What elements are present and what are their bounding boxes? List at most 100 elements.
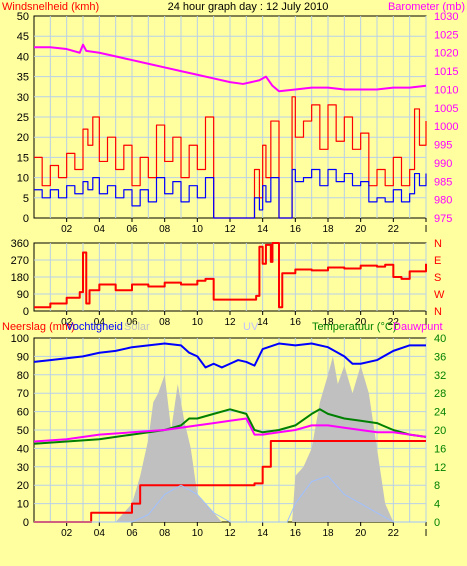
y-tick-label-right: 0 xyxy=(434,517,440,529)
y-tick-label-right: S xyxy=(434,272,441,284)
y-tick-label-left: 80 xyxy=(17,370,29,382)
series-line-barometer-mb- xyxy=(34,43,427,93)
y-tick-label-left: 20 xyxy=(17,480,29,492)
y-tick-label-left: 15 xyxy=(17,152,29,164)
x-tick-label: 16 xyxy=(290,528,302,539)
y-tick-label-left: 30 xyxy=(17,462,29,474)
y-tick-label-left: 100 xyxy=(11,333,29,345)
x-tick-label: 20 xyxy=(355,528,367,539)
x-tick-label: 02 xyxy=(61,528,73,539)
x-tick-label: 08 xyxy=(159,528,171,539)
y-tick-label-right: N xyxy=(434,238,442,250)
x-tick-label: 18 xyxy=(322,528,334,539)
y-tick-label-left: 10 xyxy=(17,499,29,511)
y-tick-label-left: 45 xyxy=(17,31,29,43)
y-tick-label-right: 1025 xyxy=(434,29,458,41)
y-axis-label-right-1: Temperatuur (°C) xyxy=(312,321,396,333)
x-tick-label: 22 xyxy=(388,224,400,235)
y-tick-label-left: 0 xyxy=(23,306,29,318)
chart-title: 24 hour graph day : 12 July 2010 xyxy=(168,1,329,13)
y-tick-label-right: E xyxy=(434,255,441,267)
y-tick-label-left: 360 xyxy=(11,238,29,250)
y-tick-label-left: 50 xyxy=(17,425,29,437)
x-tick-label: 12 xyxy=(224,317,236,328)
y-tick-label-right: 1015 xyxy=(434,66,458,78)
series-line-windsnelheid xyxy=(34,168,427,219)
y-tick-label-left: 0 xyxy=(23,517,29,529)
x-tick-label: 06 xyxy=(126,528,138,539)
x-tick-label: 20 xyxy=(355,317,367,328)
y-tick-label-right: 40 xyxy=(434,333,446,345)
legend-vochtigheid: Vochtigheid xyxy=(66,321,123,333)
y-tick-label-left: 70 xyxy=(17,388,29,400)
x-tick-label: 06 xyxy=(126,317,138,328)
series-area-solar xyxy=(34,356,426,522)
x-tick-label: 04 xyxy=(94,224,106,235)
y-axis-label-right: Barometer (mb) xyxy=(388,1,465,13)
y-tick-label-right: 1020 xyxy=(434,48,458,60)
y-tick-label-right: 36 xyxy=(434,351,446,363)
x-tick-label: 16 xyxy=(290,317,302,328)
x-tick-label: 18 xyxy=(322,224,334,235)
y-axis-label-left: Neerslag (mm) xyxy=(2,321,75,333)
x-tick-label: 06 xyxy=(126,224,138,235)
y-tick-label-right: 990 xyxy=(434,158,452,170)
series-line-windrichting xyxy=(34,242,427,309)
series-line-dauwpunt xyxy=(33,417,427,443)
x-tick-label: 16 xyxy=(290,224,302,235)
x-tick-label: I xyxy=(425,528,428,539)
x-tick-label: 14 xyxy=(257,317,269,328)
x-tick-label: 20 xyxy=(355,224,367,235)
y-tick-label-right: 28 xyxy=(434,388,446,400)
x-tick-label: 18 xyxy=(322,317,334,328)
legend-solar: Solar xyxy=(124,321,150,333)
y-tick-label-left: 20 xyxy=(17,132,29,144)
x-tick-label: 14 xyxy=(257,224,269,235)
y-tick-label-right: 8 xyxy=(434,480,440,492)
y-tick-label-left: 30 xyxy=(17,92,29,104)
y-axis-label-left: Windsnelheid (kmh) xyxy=(2,1,99,13)
y-tick-label-right: 24 xyxy=(434,407,446,419)
x-tick-label: I xyxy=(425,317,428,328)
y-tick-label-left: 0 xyxy=(23,213,29,225)
y-tick-label-left: 90 xyxy=(17,289,29,301)
x-tick-label: 14 xyxy=(257,528,269,539)
x-tick-label: 02 xyxy=(61,317,73,328)
x-tick-label: 02 xyxy=(61,224,73,235)
y-tick-label-right: 1010 xyxy=(434,84,458,96)
y-tick-label-right: 20 xyxy=(434,425,446,437)
y-tick-label-right: 980 xyxy=(434,195,452,207)
y-tick-label-right: 1000 xyxy=(434,121,458,133)
y-tick-label-right: 12 xyxy=(434,462,446,474)
x-tick-label: 08 xyxy=(159,224,171,235)
legend-uv: UV xyxy=(243,321,259,333)
y-tick-label-right: 1005 xyxy=(434,103,458,115)
y-tick-label-left: 60 xyxy=(17,407,29,419)
y-tick-label-left: 40 xyxy=(17,51,29,63)
y-tick-label-right: 985 xyxy=(434,176,452,188)
y-tick-label-right: 4 xyxy=(434,499,440,511)
x-tick-label: 04 xyxy=(94,528,106,539)
series-line-neerslag-mm- xyxy=(34,440,426,523)
x-tick-label: 10 xyxy=(192,317,204,328)
x-tick-label: 22 xyxy=(388,528,400,539)
x-tick-label: 10 xyxy=(192,224,204,235)
y-tick-label-left: 40 xyxy=(17,443,29,455)
y-tick-label-right: N xyxy=(434,306,442,318)
x-tick-label: 22 xyxy=(388,317,400,328)
y-tick-label-right: W xyxy=(434,289,445,301)
x-tick-label: 04 xyxy=(94,317,106,328)
y-tick-label-left: 10 xyxy=(17,173,29,185)
y-tick-label-right: 32 xyxy=(434,370,446,382)
y-tick-label-right: 1030 xyxy=(434,11,458,23)
y-tick-label-right: 975 xyxy=(434,213,452,225)
y-tick-label-left: 35 xyxy=(17,72,29,84)
x-tick-label: 08 xyxy=(159,317,171,328)
series-line-uv xyxy=(34,475,426,523)
y-tick-label-left: 180 xyxy=(11,272,29,284)
y-tick-label-right: 16 xyxy=(434,443,446,455)
y-tick-label-right: 995 xyxy=(434,140,452,152)
y-tick-label-left: 90 xyxy=(17,351,29,363)
x-tick-label: I xyxy=(425,224,428,235)
